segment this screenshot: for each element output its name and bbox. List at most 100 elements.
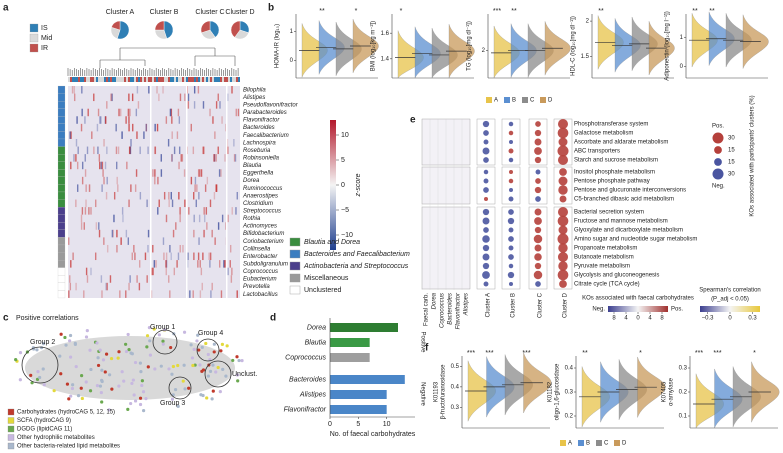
dot (559, 280, 567, 288)
participant-strip (172, 77, 174, 82)
network-node (224, 374, 228, 378)
x-tick-label: 0 (328, 421, 332, 428)
participant-strip (150, 77, 152, 82)
legend-label: IS (41, 25, 48, 32)
heatmap-cell (119, 290, 121, 298)
heatmap-cell (213, 154, 215, 162)
heatmap-cell (176, 131, 179, 139)
y-tick-label: 2 (586, 19, 590, 25)
heatmap-cell (206, 176, 209, 185)
heatmap-cell (86, 275, 89, 283)
category-label: Blautia (305, 339, 327, 346)
size-legend-dot (712, 132, 724, 144)
participant-strip (76, 77, 78, 82)
heatmap-cell (113, 191, 116, 200)
colorbar-tick-label: 0 (636, 316, 640, 322)
network-node (220, 342, 224, 346)
size-legend-dot (712, 168, 724, 180)
network-node (145, 345, 149, 349)
participant-strip (88, 77, 90, 82)
network-node (69, 355, 73, 359)
taxon-label: Bifidobacterium (243, 231, 284, 237)
network-node (201, 368, 206, 372)
heatmap-cell (202, 101, 205, 109)
taxon-group-strip (57, 184, 66, 193)
heatmap-cell (98, 154, 101, 162)
participant-strip (192, 77, 194, 82)
heatmap-cell (131, 93, 134, 102)
group-label: Blautia and Dorea (304, 239, 360, 246)
heatmap-cell (220, 169, 222, 177)
heatmap-cell (190, 176, 193, 185)
heatmap-cell (81, 176, 84, 185)
taxon-group-strip (57, 290, 66, 299)
taxon-label: Actinomyces (242, 224, 277, 230)
dot (508, 209, 514, 215)
dot (535, 196, 541, 202)
y-axis-id: K01193 (434, 381, 440, 402)
taxon-label: Rothia (243, 216, 261, 222)
cluster-label: Cluster D (225, 9, 254, 16)
network-node (79, 386, 83, 390)
heatmap-cell (146, 275, 148, 283)
heatmap-cell (70, 131, 72, 139)
taxon-group-strip (57, 252, 66, 261)
significance-stars: *** (493, 8, 501, 15)
dot (535, 121, 541, 127)
network-node (187, 386, 191, 390)
participant-strip (198, 77, 200, 82)
network-node (88, 389, 93, 393)
significance-stars: * (400, 8, 403, 15)
dot (508, 139, 514, 145)
heatmap-cell (91, 131, 93, 139)
heatmap-cell (194, 184, 196, 192)
heatmap-cell (139, 146, 141, 155)
heatmap-cell (154, 169, 156, 177)
network-node (100, 379, 104, 384)
participant-strip (216, 77, 218, 82)
cluster-gap (150, 86, 152, 298)
heatmap-cell (168, 199, 170, 208)
heatmap-cell (187, 101, 190, 109)
heatmap-cell (221, 214, 224, 223)
network-node (65, 382, 70, 386)
heatmap-cell (115, 161, 118, 170)
dot (558, 176, 568, 186)
participant-strip (114, 77, 116, 82)
heatmap-cell (104, 161, 107, 170)
taxon-group-strip (57, 229, 66, 238)
heatmap-cell (75, 154, 77, 162)
dot (482, 262, 490, 270)
heatmap-cell (183, 169, 186, 177)
legend-label: DGDG (lipidCAG 11) (17, 427, 72, 433)
legend-label: B (586, 441, 590, 447)
network-node (235, 373, 240, 377)
heatmap-cell (103, 176, 105, 185)
heatmap-cell (197, 260, 199, 268)
heatmap-cell (106, 176, 108, 185)
dot (482, 253, 490, 261)
heatmap-cell (165, 267, 167, 276)
heatmap-cell (229, 244, 232, 253)
heatmap-cell (200, 267, 203, 276)
heatmap-cell (215, 101, 218, 109)
network-node (147, 326, 152, 330)
heatmap-cell (162, 86, 164, 94)
participant-strip (236, 77, 238, 82)
network-node (182, 330, 187, 334)
network-node (138, 396, 143, 400)
cluster-box (528, 166, 548, 205)
network-node (211, 363, 215, 367)
colorbar-title: KOs associated with faecal carbohydrates (582, 296, 694, 302)
group-swatch (289, 249, 301, 259)
heatmap-cell (218, 169, 221, 177)
network-node (98, 384, 103, 388)
heatmap-cell (178, 191, 180, 200)
heatmap-cell (197, 86, 200, 94)
heatmap-cell (134, 252, 136, 261)
participant-strip (204, 77, 206, 82)
heatmap-cell (75, 199, 77, 208)
bar (330, 338, 370, 347)
participant-strip (108, 77, 110, 82)
group-label: Negative (419, 382, 425, 406)
